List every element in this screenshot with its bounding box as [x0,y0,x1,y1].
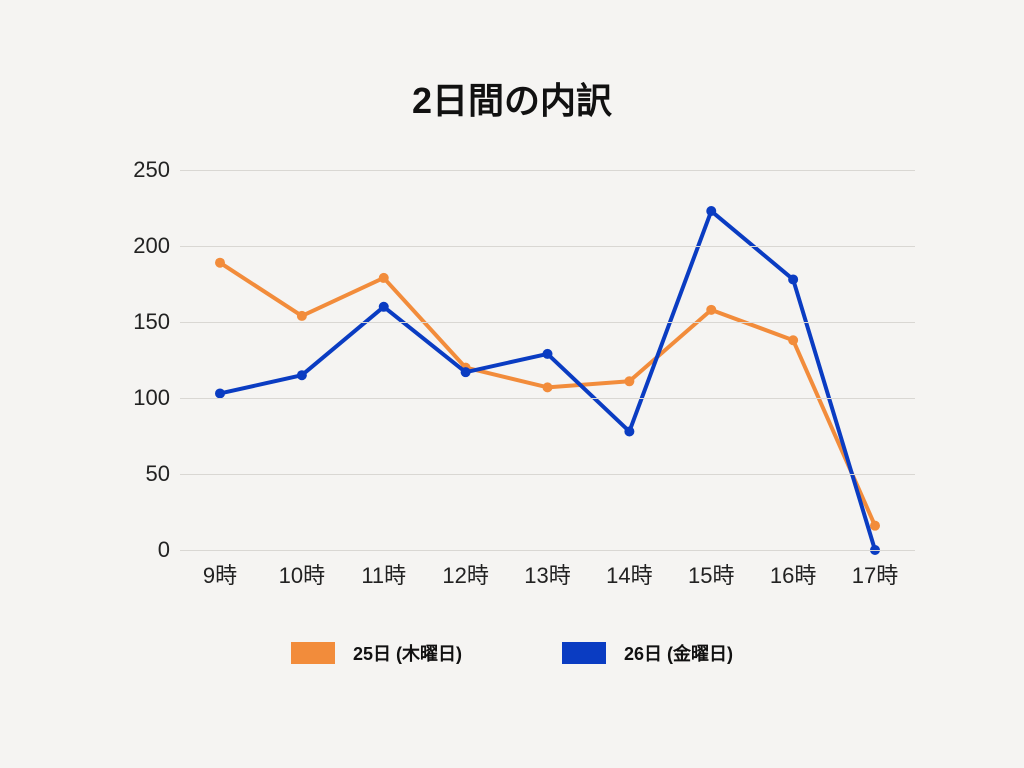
legend-item: 26日 (金曜日) [562,640,733,666]
legend-swatch-0 [291,642,335,664]
legend-swatch-1 [562,642,606,664]
legend: 25日 (木曜日) 26日 (金曜日) [0,640,1024,666]
y-tick-label: 0 [110,537,170,563]
x-tick-label: 15時 [688,558,734,590]
y-tick-label: 100 [110,385,170,411]
gridline [180,398,915,399]
series-marker-0 [706,305,716,315]
series-marker-1 [788,274,798,284]
plot-region [180,170,915,550]
x-tick-label: 14時 [606,558,652,590]
series-marker-1 [215,388,225,398]
series-marker-1 [461,367,471,377]
chart-svg [180,170,915,550]
legend-label-1: 26日 (金曜日) [624,640,733,666]
y-tick-label: 200 [110,233,170,259]
x-tick-label: 17時 [852,558,898,590]
series-marker-1 [706,206,716,216]
chart-title: 2日間の内訳 [0,0,1024,124]
series-marker-0 [215,258,225,268]
series-marker-1 [379,302,389,312]
chart-area: 0501001502002509時10時11時12時13時14時15時16時17… [125,160,915,590]
series-marker-0 [624,376,634,386]
series-marker-0 [297,311,307,321]
series-marker-0 [788,335,798,345]
series-marker-1 [624,426,634,436]
y-tick-label: 150 [110,309,170,335]
x-tick-label: 16時 [770,558,816,590]
gridline [180,550,915,551]
series-line-1 [220,211,875,550]
legend-label-0: 25日 (木曜日) [353,640,462,666]
gridline [180,322,915,323]
series-marker-0 [870,521,880,531]
gridline [180,170,915,171]
series-marker-1 [297,370,307,380]
x-tick-label: 12時 [442,558,488,590]
series-marker-0 [543,382,553,392]
x-tick-label: 13時 [524,558,570,590]
x-tick-label: 10時 [279,558,325,590]
legend-item: 25日 (木曜日) [291,640,462,666]
y-tick-label: 250 [110,157,170,183]
series-marker-1 [543,349,553,359]
y-tick-label: 50 [110,461,170,487]
x-tick-label: 11時 [361,558,406,590]
series-line-0 [220,263,875,526]
series-marker-0 [379,273,389,283]
gridline [180,246,915,247]
gridline [180,474,915,475]
x-tick-label: 9時 [203,558,237,590]
